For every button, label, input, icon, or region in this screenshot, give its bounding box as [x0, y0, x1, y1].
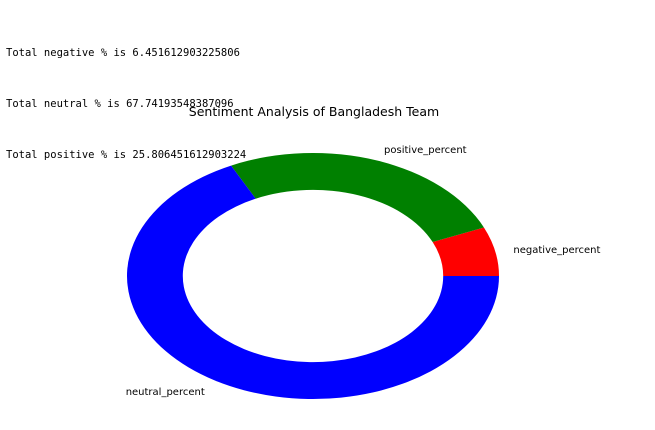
slice-label-positive-percent: positive_percent — [384, 145, 467, 156]
donut-slice-negative-percent — [432, 227, 499, 276]
output-line-positive: Total positive % is 25.806451612903224 — [6, 149, 247, 161]
slice-label-neutral-percent: neutral_percent — [126, 387, 205, 398]
output-line-negative: Total negative % is 6.451612903225806 — [6, 47, 240, 59]
text-output: Total negative % is 6.451612903225806 To… — [6, 11, 246, 198]
slice-label-negative-percent: negative_percent — [513, 245, 600, 256]
donut-slice-neutral-percent — [127, 165, 500, 399]
chart-title: Sentiment Analysis of Bangladesh Team — [189, 104, 439, 119]
donut-slice-positive-percent — [231, 152, 484, 243]
output-line-neutral: Total neutral % is 67.74193548387096 — [6, 98, 234, 110]
